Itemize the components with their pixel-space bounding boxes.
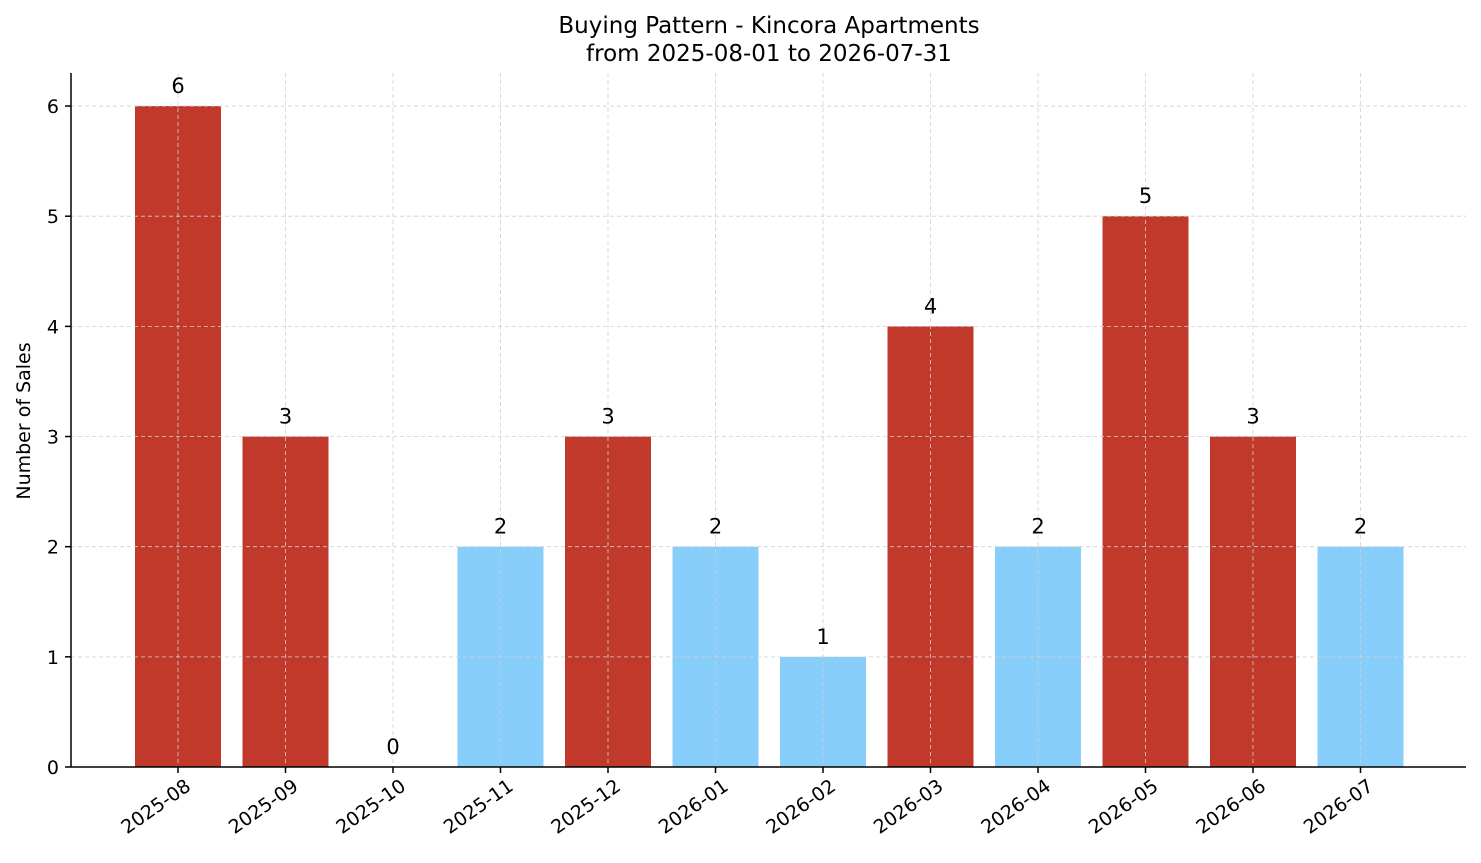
y-tick-label: 0: [47, 757, 59, 779]
bar-value-label: 4: [924, 294, 937, 318]
axes: [70, 73, 1466, 768]
bar-value-label: 2: [1031, 515, 1044, 539]
x-tick-label: 2026-06: [1192, 775, 1270, 839]
bar-value-label: 1: [816, 625, 829, 649]
bar-value-label: 5: [1139, 184, 1152, 208]
x-tick-label: 2026-07: [1300, 775, 1378, 839]
x-tick-label: 2025-12: [547, 775, 625, 839]
x-tick-label: 2026-05: [1085, 775, 1163, 839]
bar-value-label: 0: [386, 735, 399, 759]
x-tick-label: 2025-11: [440, 775, 518, 839]
x-tick-label: 2025-10: [332, 775, 410, 839]
y-axis-label: Number of Sales: [13, 342, 35, 499]
x-tick-label: 2026-04: [977, 775, 1055, 839]
bar-value-label: 2: [494, 515, 507, 539]
y-tick-label: 2: [47, 537, 59, 559]
x-tick-label: 2026-02: [762, 775, 840, 839]
chart-title: Buying Pattern - Kincora Apartments: [558, 13, 979, 39]
x-tick-label: 2026-01: [655, 775, 733, 839]
data-labels: 6 3 0 2 3 2 1 4 2 5 3 2: [171, 74, 1367, 759]
y-tick-label: 1: [47, 647, 59, 669]
y-tick-label: 4: [47, 316, 59, 338]
x-tick-label: 2026-03: [870, 775, 948, 839]
x-ticks: 2025-08 2025-09 2025-10 2025-11 2025-12 2026-…: [117, 767, 1377, 839]
bar-value-label: 2: [1354, 515, 1367, 539]
x-tick-label: 2025-08: [117, 775, 195, 839]
bar: [887, 326, 974, 767]
bar-value-label: 2: [709, 515, 722, 539]
chart-subtitle: from 2025-08-01 to 2026-07-31: [586, 41, 952, 67]
x-tick-label: 2025-09: [225, 775, 303, 839]
y-tick-label: 3: [47, 427, 59, 449]
y-ticks: 0 1 2 3 4 5 6: [47, 96, 71, 779]
y-tick-label: 5: [47, 206, 59, 228]
y-tick-label: 6: [47, 96, 59, 118]
bar-value-label: 6: [171, 74, 184, 98]
bar-value-label: 3: [279, 405, 292, 429]
bar-value-label: 3: [601, 405, 614, 429]
bar-value-label: 3: [1246, 405, 1259, 429]
